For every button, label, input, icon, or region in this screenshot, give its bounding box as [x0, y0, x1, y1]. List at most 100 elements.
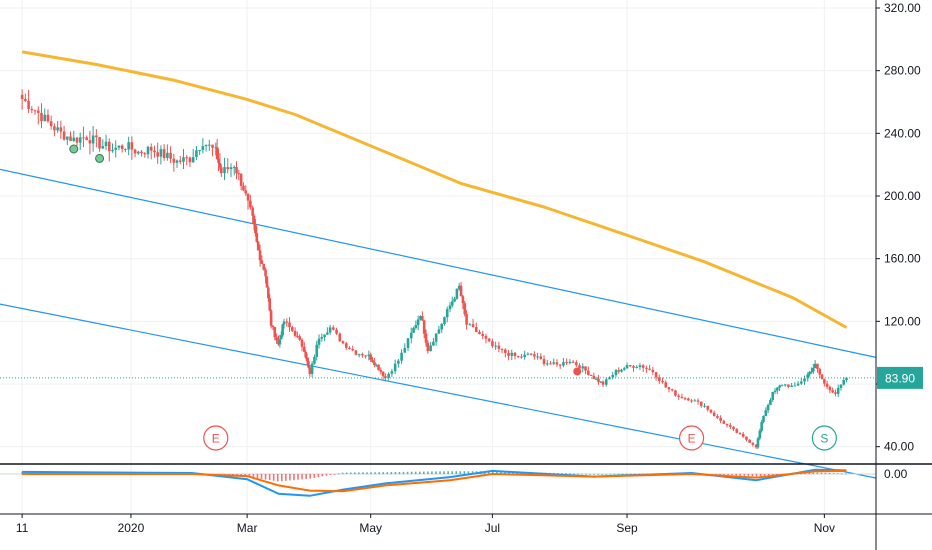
candle-body [332, 327, 335, 330]
macd-histogram-bar [727, 474, 729, 475]
macd-histogram-bar [816, 472, 819, 474]
macd-histogram-bar [276, 474, 279, 482]
candle-body [825, 383, 829, 387]
candle-body [481, 333, 485, 336]
candle [265, 276, 269, 288]
candle [364, 355, 367, 359]
macd-histogram-bar [313, 474, 316, 478]
candle-body [783, 384, 787, 386]
candle [262, 263, 266, 271]
candle [448, 302, 452, 313]
candle-body [341, 341, 345, 344]
candle [377, 364, 380, 371]
candle [400, 349, 403, 364]
candle-body [494, 345, 497, 347]
candle [571, 359, 575, 364]
candle-body [255, 233, 259, 242]
candle [111, 143, 114, 153]
candle [533, 351, 536, 360]
y-tick-label: 200.00 [884, 189, 921, 203]
candle [393, 359, 397, 375]
candle-body [208, 144, 211, 146]
macd-histogram-bar [248, 474, 251, 478]
candle [162, 144, 166, 161]
macd-histogram-bar [565, 473, 567, 475]
candle-body [670, 389, 674, 391]
candle [348, 346, 351, 350]
x-tick-label: Mar [237, 521, 258, 535]
macd-histogram-bar [504, 471, 506, 474]
candle-body [75, 137, 79, 143]
candle [696, 398, 700, 405]
candle [651, 366, 655, 375]
macd-histogram-bar [613, 473, 616, 475]
candle [504, 348, 507, 358]
macd-histogram-bar [767, 474, 770, 476]
candle [581, 363, 585, 373]
candle-body [175, 160, 179, 163]
candle-body [403, 347, 407, 353]
candle-body [307, 361, 310, 368]
candle-body [69, 136, 72, 141]
candle-body [232, 167, 236, 169]
candle-body [434, 333, 438, 342]
macd-histogram-bar [293, 474, 295, 481]
candle-body [323, 334, 326, 338]
candle-body [426, 342, 430, 352]
candle-body [244, 190, 248, 194]
macd-histogram-bar [500, 471, 502, 474]
candle [328, 324, 332, 335]
macd-histogram-bar [264, 474, 267, 480]
macd-histogram-bar [597, 473, 600, 475]
candle-body [235, 167, 238, 174]
last-price-label: 83.90 [885, 371, 915, 385]
candle [217, 148, 220, 172]
candle [491, 338, 494, 349]
candle [268, 294, 272, 312]
candle [273, 326, 277, 341]
candle-body [738, 432, 742, 434]
candle-body [516, 355, 520, 357]
candle [754, 443, 758, 449]
candle [818, 367, 822, 378]
candle [529, 353, 533, 356]
candle [285, 318, 289, 327]
macd-line [22, 468, 847, 497]
candle [36, 106, 40, 125]
candle-body [565, 362, 568, 364]
candle-body [387, 373, 390, 378]
candle [565, 358, 568, 365]
candle-body [760, 421, 763, 431]
macd-histogram-bar [402, 471, 405, 474]
candle-body [33, 110, 37, 112]
candle [85, 135, 88, 141]
candle [440, 322, 443, 333]
candle-body [810, 371, 813, 373]
macd-y-tick-label: 0.00 [884, 467, 908, 481]
candle-body [91, 135, 95, 144]
candle [185, 155, 189, 166]
candle-body [49, 121, 53, 127]
candle [310, 361, 314, 378]
candle-body [166, 152, 169, 159]
candle [426, 340, 430, 354]
macd-histogram-bar [751, 474, 754, 477]
candle [246, 193, 250, 210]
candle-body [27, 100, 30, 110]
macd-panel [0, 468, 876, 497]
regression-channel [0, 168, 877, 479]
candle-body [558, 364, 562, 366]
candle-body [338, 333, 342, 342]
candle-body [651, 369, 655, 373]
candle [30, 106, 34, 114]
candle [264, 267, 267, 284]
candle [429, 342, 432, 352]
candle-body [169, 152, 172, 159]
candle [683, 396, 687, 401]
candle-body [780, 384, 784, 386]
candle [523, 350, 526, 360]
candle-body [260, 260, 264, 264]
candle-body [379, 370, 383, 372]
candle [810, 367, 813, 374]
